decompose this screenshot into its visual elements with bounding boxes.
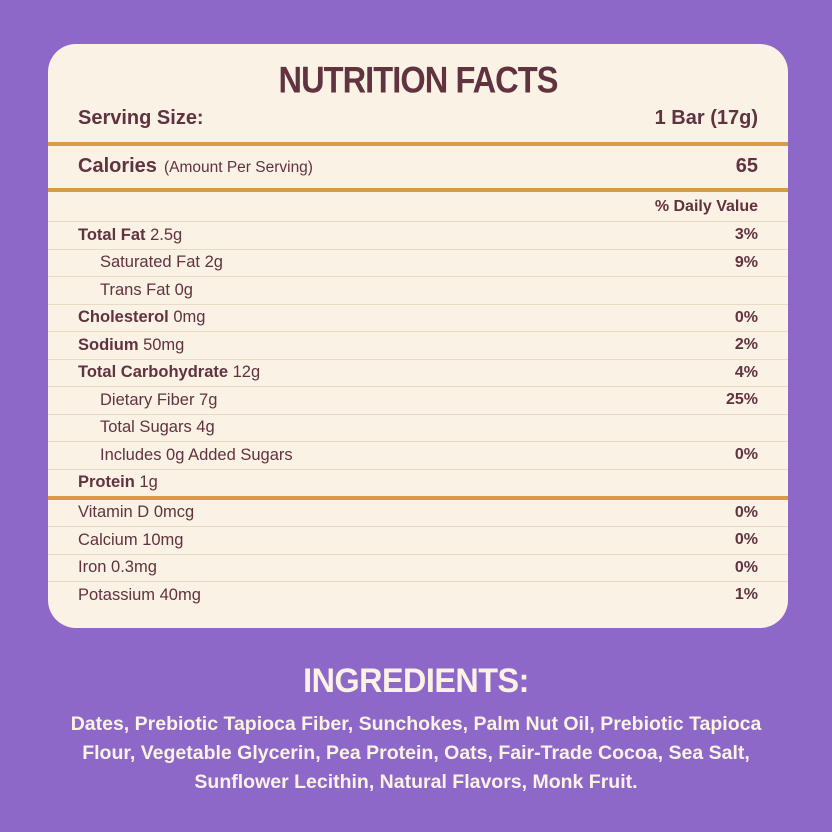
nutrition-facts-title: NUTRITION FACTS [278,60,559,101]
nutrient-daily-value: 3% [734,226,758,244]
nutrient-label-group: Iron 0.3mg [78,558,157,577]
nutrient-amount: 10mg [137,530,184,549]
serving-size-label: Serving Size: [78,107,204,129]
nutrient-amount: 2.5g [145,225,183,244]
nutrient-row: Saturated Fat 2g 9% [78,250,758,277]
ingredients-heading: INGREDIENTS: [303,662,529,700]
nutrient-amount: 0mcg [149,503,195,522]
nutrient-name: Sodium [78,335,139,354]
nutrient-label-group: Total Fat 2.5g [78,226,182,245]
ingredients-text: Dates, Prebiotic Tapioca Fiber, Sunchoke… [70,713,762,793]
nutrient-name: Cholesterol [78,308,169,327]
nutrient-label-group: Total Sugars 4g [100,418,215,437]
row-divider [48,221,788,222]
nutrient-name: Total Sugars [100,418,192,437]
nutrient-daily-value: 0% [734,503,758,521]
nutrient-row: Includes 0g Added Sugars 0% [78,442,758,469]
nutrient-amount: 12g [228,363,261,382]
nutrient-daily-value: 0% [734,531,758,549]
nutrient-row: Vitamin D 0mcg 0% [78,500,758,527]
nutrient-daily-value: 1% [734,586,758,604]
nutrient-rows: Total Fat 2.5g 3% Saturated Fat 2g 9% Trans … [48,221,788,609]
row-divider [48,553,788,555]
nutrient-name: Trans Fat [100,280,170,299]
nutrient-amount: 40mg [155,585,201,604]
serving-size-row: Serving Size: 1 Bar (17g) [78,107,758,142]
nutrient-name: Includes 0g Added Sugars [100,445,293,464]
nutrient-daily-value: 9% [734,253,758,271]
calories-row: Calories (Amount Per Serving) 65 [78,146,758,188]
row-divider [48,386,788,387]
nutrient-name: Potassium [78,585,156,604]
nutrient-label-group: Saturated Fat 2g [100,253,223,272]
row-divider [48,581,788,582]
nutrient-daily-value: 2% [734,336,758,354]
calories-left: Calories (Amount Per Serving) [78,155,313,178]
nutrient-label-group: Dietary Fiber 7g [100,391,217,410]
nutrient-row: Protein 1g [78,470,758,497]
nutrient-row: Total Sugars 4g [78,415,758,442]
calories-note: (Amount Per Serving) [163,159,313,176]
nutrient-label-group: Potassium 40mg [78,586,201,605]
nutrient-amount: 1g [134,473,158,492]
nutrient-row: Total Fat 2.5g 3% [78,222,758,249]
nutrient-row: Cholesterol 0mg 0% [78,305,758,332]
nutrient-name: Calcium [78,530,138,549]
calories-value: 65 [735,155,758,177]
nutrient-name: Saturated Fat [100,253,200,272]
nutrient-row: Iron 0.3mg 0% [78,555,758,582]
nutrient-daily-value: 0% [734,446,758,464]
row-divider [48,276,788,277]
nutrient-row: Sodium 50mg 2% [78,332,758,359]
nutrient-amount: 7g [194,390,218,409]
nutrient-label-group: Trans Fat 0g [100,281,193,300]
nutrient-daily-value: 4% [734,363,758,381]
nutrient-label-group: Vitamin D 0mcg [78,503,194,522]
nutrient-amount: 0mg [168,308,206,327]
nutrient-amount: 4g [191,418,215,437]
nutrient-name: Total Carbohydrate [78,363,229,382]
nutrient-amount: 50mg [138,335,185,354]
nutrient-name: Dietary Fiber [100,390,195,409]
nutrient-label-group: Calcium 10mg [78,531,183,550]
section-rule [48,142,788,146]
nutrient-daily-value: 0% [734,308,758,326]
calories-label: Calories [78,155,157,177]
row-divider [48,468,788,470]
nutrient-daily-value: 25% [725,391,758,409]
nutrient-amount: 0.3mg [106,558,157,577]
nutrient-amount: 2g [199,253,223,272]
section-rule [48,496,788,500]
serving-size-value: 1 Bar (17g) [654,107,758,129]
nutrient-row: Dietary Fiber 7g 25% [78,387,758,414]
daily-value-header: % Daily Value [654,198,758,215]
nutrient-label-group: Includes 0g Added Sugars [100,446,293,465]
nutrient-label-group: Sodium 50mg [78,336,184,355]
row-divider [48,441,788,442]
row-divider [48,526,788,527]
section-rule [48,188,788,192]
nutrient-row: Calcium 10mg 0% [78,527,758,554]
nutrient-name: Protein [78,473,135,492]
nutrient-name: Iron [78,558,107,577]
row-divider [48,413,788,415]
row-divider [48,331,788,332]
ingredients-section: INGREDIENTS: Dates, Prebiotic Tapioca Fi… [58,662,774,797]
nutrient-row: Total Carbohydrate 12g 4% [78,360,758,387]
nutrient-row: Trans Fat 0g [78,277,758,304]
row-divider [48,358,788,360]
nutrient-daily-value: 0% [734,558,758,576]
nutrient-name: Vitamin D [78,503,150,522]
nutrient-name: Total Fat [78,225,146,244]
nutrition-facts-panel: NUTRITION FACTS Serving Size: 1 Bar (17g… [48,44,788,628]
row-divider [48,303,788,305]
nutrient-amount: 0g [170,280,193,299]
nutrient-row: Potassium 40mg 1% [78,582,758,609]
row-divider [48,248,788,250]
nutrient-label-group: Protein 1g [78,473,158,492]
nutrient-label-group: Total Carbohydrate 12g [78,363,260,382]
nutrient-label-group: Cholesterol 0mg [78,308,205,327]
